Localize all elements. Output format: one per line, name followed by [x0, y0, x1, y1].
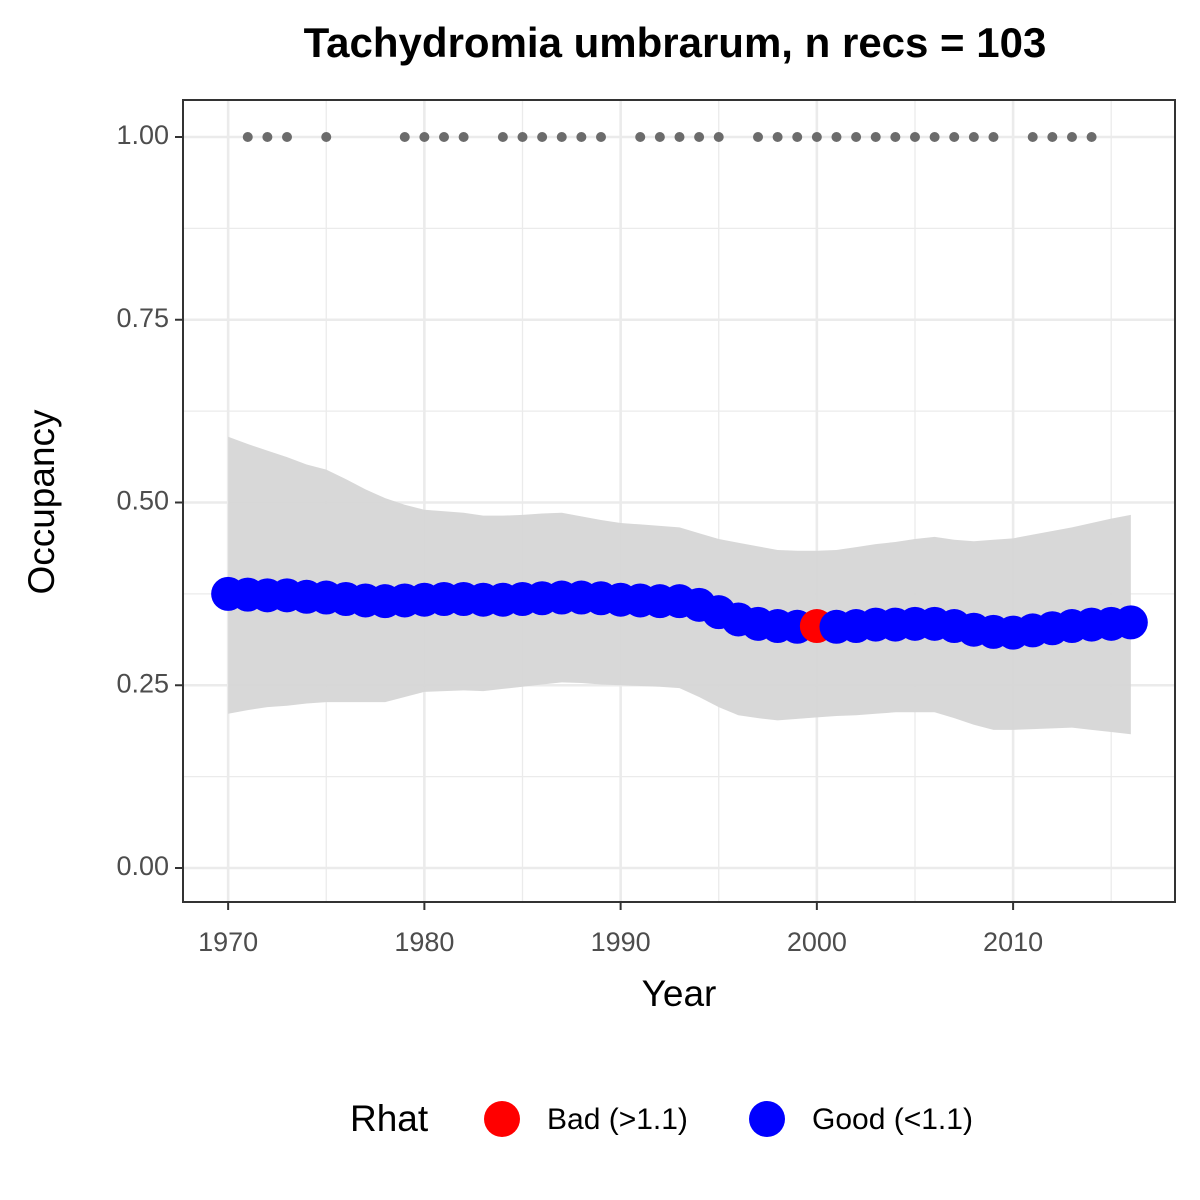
record-point [1086, 131, 1097, 142]
x-tick-label: 1980 [394, 927, 454, 957]
record-point [968, 131, 979, 142]
x-tick-label: 1990 [591, 927, 651, 957]
record-point [811, 131, 822, 142]
record-point [949, 131, 960, 142]
legend-marker [749, 1101, 785, 1137]
record-point [537, 131, 548, 142]
record-point [282, 131, 293, 142]
legend-label: Bad (>1.1) [547, 1103, 688, 1136]
x-axis-label: Year [642, 973, 717, 1014]
record-point [792, 131, 803, 142]
y-tick-label: 1.00 [116, 120, 169, 150]
record-point [556, 131, 567, 142]
record-point [694, 131, 705, 142]
record-point [890, 131, 901, 142]
record-point [713, 131, 724, 142]
panel-border [182, 99, 1176, 903]
x-tick-label: 2000 [787, 927, 847, 957]
record-point [497, 131, 508, 142]
record-point [654, 131, 665, 142]
record-point [1047, 131, 1058, 142]
record-point [595, 131, 606, 142]
y-tick-label: 0.50 [116, 486, 169, 516]
y-tick-label: 0.75 [116, 303, 169, 333]
record-point [635, 131, 646, 142]
record-point [772, 131, 783, 142]
occupancy-point [1113, 605, 1148, 640]
record-point [439, 131, 450, 142]
y-tick-label: 0.00 [116, 851, 169, 881]
record-point [517, 131, 528, 142]
record-point [458, 131, 469, 142]
record-point [419, 131, 430, 142]
record-point [321, 131, 332, 142]
y-axis-label: Occupancy [21, 409, 62, 595]
record-point [851, 131, 862, 142]
record-point [399, 131, 410, 142]
x-tick-label: 1970 [198, 927, 258, 957]
record-point [576, 131, 587, 142]
x-tick-label: 2010 [983, 927, 1043, 957]
legend-marker [484, 1101, 520, 1137]
y-tick-label: 0.25 [116, 668, 169, 698]
legend-title: Rhat [350, 1098, 429, 1139]
record-point [1027, 131, 1038, 142]
record-point [752, 131, 763, 142]
record-point [262, 131, 273, 142]
chart-title: Tachydromia umbrarum, n recs = 103 [304, 19, 1047, 66]
record-point [831, 131, 842, 142]
record-point [909, 131, 920, 142]
record-point [870, 131, 881, 142]
record-point [674, 131, 685, 142]
record-point [929, 131, 940, 142]
legend-label: Good (<1.1) [812, 1103, 973, 1136]
record-point [1066, 131, 1077, 142]
record-point [242, 131, 253, 142]
record-point [988, 131, 999, 142]
